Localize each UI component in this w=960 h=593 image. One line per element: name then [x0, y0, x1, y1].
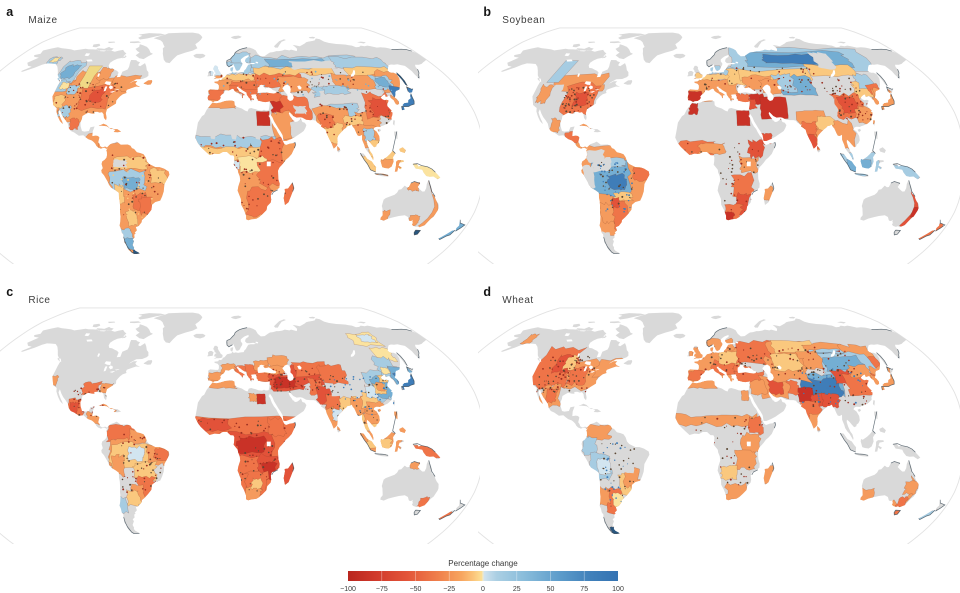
svg-text:Rice: Rice — [28, 295, 50, 306]
svg-text:Maize: Maize — [28, 15, 57, 26]
svg-text:a: a — [6, 5, 14, 19]
svg-text:c: c — [6, 285, 13, 299]
svg-text:25: 25 — [513, 586, 521, 593]
svg-text:−100: −100 — [340, 586, 356, 593]
svg-text:d: d — [483, 285, 491, 299]
svg-text:Percentage change: Percentage change — [448, 559, 518, 568]
svg-text:50: 50 — [547, 586, 555, 593]
svg-text:b: b — [483, 5, 491, 19]
svg-text:Soybean: Soybean — [502, 15, 545, 26]
svg-text:−50: −50 — [410, 586, 422, 593]
svg-text:−75: −75 — [376, 586, 388, 593]
svg-text:0: 0 — [481, 586, 485, 593]
svg-text:75: 75 — [580, 586, 588, 593]
svg-text:100: 100 — [612, 586, 624, 593]
svg-text:−25: −25 — [443, 586, 455, 593]
svg-text:Wheat: Wheat — [502, 295, 533, 306]
